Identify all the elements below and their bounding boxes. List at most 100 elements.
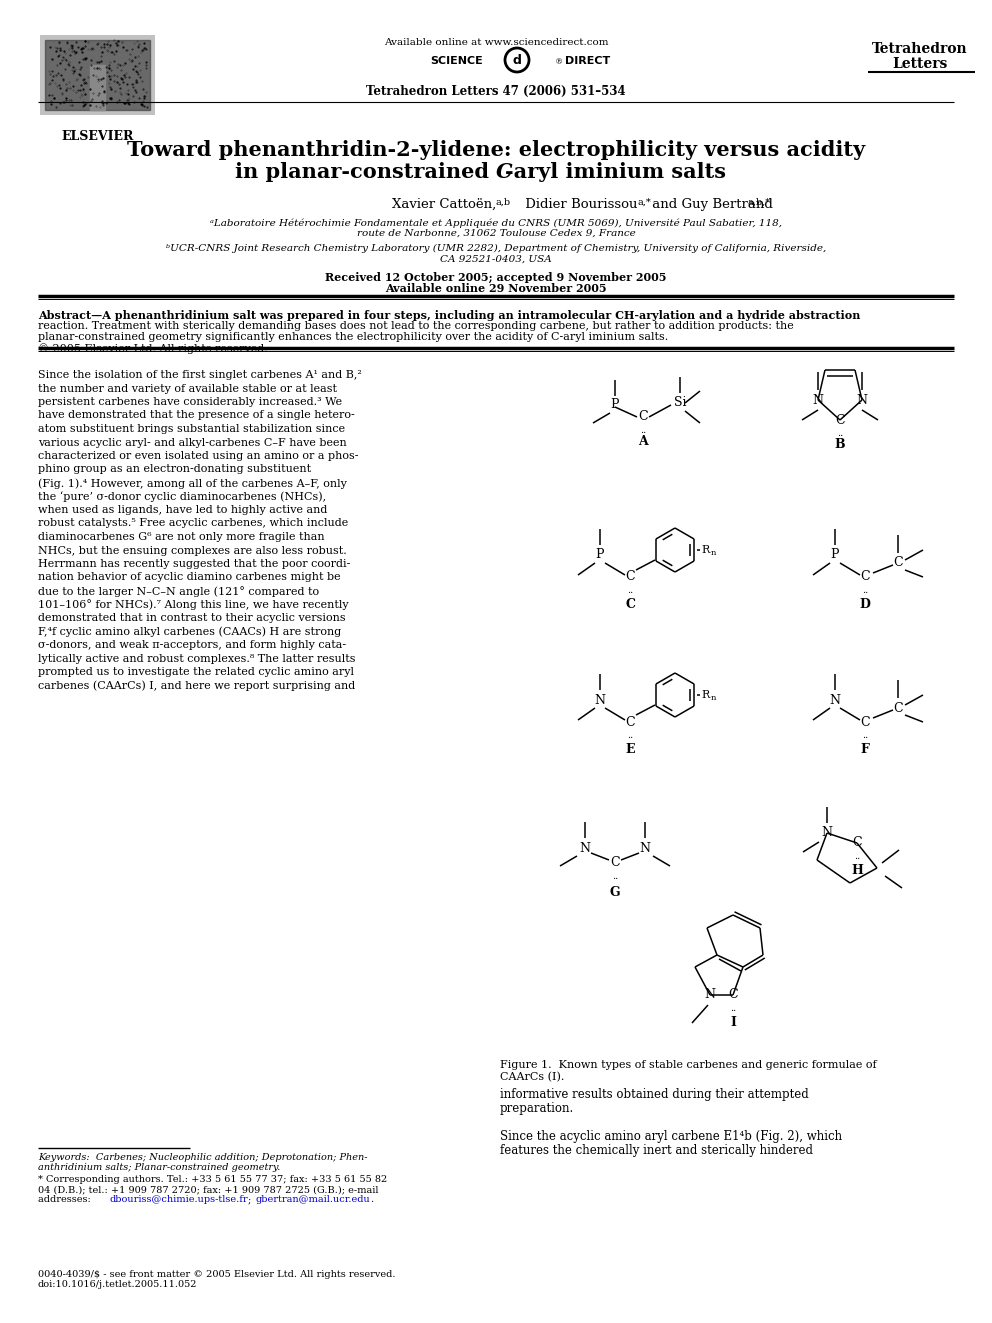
Text: R: R xyxy=(701,691,709,700)
Text: I: I xyxy=(730,1016,736,1029)
Text: G: G xyxy=(610,886,620,900)
Text: anthridinium salts; Planar-constrained geometry.: anthridinium salts; Planar-constrained g… xyxy=(38,1163,281,1172)
Text: lytically active and robust complexes.⁸ The latter results: lytically active and robust complexes.⁸ … xyxy=(38,654,355,664)
Text: a,b: a,b xyxy=(496,198,511,206)
Text: P: P xyxy=(596,549,604,561)
Text: and Guy Bertrand: and Guy Bertrand xyxy=(648,198,773,210)
Text: CAArCs (I).: CAArCs (I). xyxy=(500,1072,564,1082)
Text: Didier Bourissou: Didier Bourissou xyxy=(521,198,638,210)
Text: ..: .. xyxy=(862,732,868,740)
Text: addresses:: addresses: xyxy=(38,1195,94,1204)
Text: planar-constrained geometry significantly enhances the electrophilicity over the: planar-constrained geometry significantl… xyxy=(38,332,669,343)
Text: Since the acyclic amino aryl carbene E1⁴b (Fig. 2), which: Since the acyclic amino aryl carbene E1⁴… xyxy=(500,1130,842,1143)
Text: Abstract—A phenanthridinium salt was prepared in four steps, including an intram: Abstract—A phenanthridinium salt was pre… xyxy=(38,310,860,321)
Text: Toward phenanthridin-2-ylidene: electrophilicity versus acidity: Toward phenanthridin-2-ylidene: electrop… xyxy=(127,140,865,160)
Text: demonstrated that in contrast to their acyclic versions: demonstrated that in contrast to their a… xyxy=(38,613,345,623)
Text: C: C xyxy=(852,836,862,849)
Text: various acyclic aryl- and alkyl-carbenes C–F have been: various acyclic aryl- and alkyl-carbenes… xyxy=(38,438,347,447)
Text: doi:10.1016/j.tetlet.2005.11.052: doi:10.1016/j.tetlet.2005.11.052 xyxy=(38,1279,197,1289)
Text: A: A xyxy=(638,435,648,448)
Text: ..: .. xyxy=(862,586,868,595)
Text: ..: .. xyxy=(627,586,633,595)
Text: the number and variety of available stable or at least: the number and variety of available stab… xyxy=(38,384,337,393)
Text: C: C xyxy=(728,988,738,1002)
Text: C: C xyxy=(625,598,635,611)
Text: Tetrahedron: Tetrahedron xyxy=(872,42,968,56)
Text: characterized or even isolated using an amino or a phos-: characterized or even isolated using an … xyxy=(38,451,358,460)
Text: E: E xyxy=(625,744,635,755)
Text: ELSEVIER: ELSEVIER xyxy=(62,130,134,143)
Text: Available online at www.sciencedirect.com: Available online at www.sciencedirect.co… xyxy=(384,38,608,48)
Text: ᵇUCR-CNRS Joint Research Chemistry Laboratory (UMR 2282), Department of Chemistr: ᵇUCR-CNRS Joint Research Chemistry Labor… xyxy=(166,243,826,253)
Text: ..: .. xyxy=(640,426,646,435)
Text: when used as ligands, have led to highly active and: when used as ligands, have led to highly… xyxy=(38,505,327,515)
Text: prompted us to investigate the related cyclic amino aryl: prompted us to investigate the related c… xyxy=(38,667,354,677)
Text: N: N xyxy=(704,988,715,1002)
Text: carbenes (CAArCs) I, and here we report surprising and: carbenes (CAArCs) I, and here we report … xyxy=(38,680,355,691)
Text: Since the isolation of the first singlet carbenes A¹ and B,²: Since the isolation of the first singlet… xyxy=(38,370,362,380)
Text: C: C xyxy=(610,856,620,869)
Text: DIRECT: DIRECT xyxy=(565,56,610,66)
Text: NHCs, but the ensuing complexes are also less robust.: NHCs, but the ensuing complexes are also… xyxy=(38,545,347,556)
Text: N: N xyxy=(812,393,823,406)
Text: in planar-constrained: in planar-constrained xyxy=(235,161,496,183)
Bar xyxy=(40,34,155,115)
Text: N: N xyxy=(821,827,832,840)
Text: ᵃLaboratoire Hétérochimie Fondamentale et Appliquée du CNRS (UMR 5069), Universi: ᵃLaboratoire Hétérochimie Fondamentale e… xyxy=(210,218,782,228)
Polygon shape xyxy=(90,65,105,110)
Text: Figure 1.  Known types of stable carbenes and generic formulae of: Figure 1. Known types of stable carbenes… xyxy=(500,1060,877,1070)
Text: F: F xyxy=(861,744,869,755)
Text: R: R xyxy=(701,545,709,556)
Text: σ-donors, and weak π-acceptors, and form highly cata-: σ-donors, and weak π-acceptors, and form… xyxy=(38,640,346,650)
Text: Letters: Letters xyxy=(893,57,947,71)
Text: C: C xyxy=(638,410,648,423)
Text: .: . xyxy=(370,1195,373,1204)
Text: P: P xyxy=(830,549,839,561)
Text: 101–106° for NHCs).⁷ Along this line, we have recently: 101–106° for NHCs).⁷ Along this line, we… xyxy=(38,599,348,610)
Text: -aryl iminium salts: -aryl iminium salts xyxy=(505,161,726,183)
Text: * Corresponding authors. Tel.: +33 5 61 55 77 37; fax: +33 5 61 55 82: * Corresponding authors. Tel.: +33 5 61 … xyxy=(38,1175,387,1184)
Text: n: n xyxy=(711,695,716,703)
Text: C: C xyxy=(893,701,903,714)
Text: gbertran@mail.ucr.edu: gbertran@mail.ucr.edu xyxy=(255,1195,370,1204)
Text: C: C xyxy=(860,570,870,583)
Text: B: B xyxy=(834,438,845,451)
Text: reaction. Treatment with sterically demanding bases does not lead to the corresp: reaction. Treatment with sterically dema… xyxy=(38,321,794,331)
Text: H: H xyxy=(851,864,863,877)
Text: ..: .. xyxy=(854,852,860,861)
Text: 0040-4039/$ - see front matter © 2005 Elsevier Ltd. All rights reserved.: 0040-4039/$ - see front matter © 2005 El… xyxy=(38,1270,396,1279)
Text: C: C xyxy=(496,161,513,183)
Text: Received 12 October 2005; accepted 9 November 2005: Received 12 October 2005; accepted 9 Nov… xyxy=(325,273,667,283)
Text: C: C xyxy=(835,414,845,426)
Text: F,⁴f cyclic amino alkyl carbenes (CAACs) H are strong: F,⁴f cyclic amino alkyl carbenes (CAACs)… xyxy=(38,627,341,638)
Text: ..: .. xyxy=(612,872,618,881)
Text: ®: ® xyxy=(555,58,563,66)
Text: Available online 29 November 2005: Available online 29 November 2005 xyxy=(385,283,607,294)
Text: N: N xyxy=(594,693,605,706)
Text: due to the larger N–C–N angle (121° compared to: due to the larger N–C–N angle (121° comp… xyxy=(38,586,319,597)
Text: nation behavior of acyclic diamino carbenes might be: nation behavior of acyclic diamino carbe… xyxy=(38,573,340,582)
Text: © 2005 Elsevier Ltd. All rights reserved.: © 2005 Elsevier Ltd. All rights reserved… xyxy=(38,343,268,353)
Text: a,b,*: a,b,* xyxy=(748,198,771,206)
Text: ..: .. xyxy=(627,732,633,740)
Text: N: N xyxy=(829,693,840,706)
Text: (Fig. 1).⁴ However, among all of the carbenes A–F, only: (Fig. 1).⁴ However, among all of the car… xyxy=(38,478,347,488)
Text: preparation.: preparation. xyxy=(500,1102,574,1115)
Text: ..: .. xyxy=(837,429,843,438)
Text: C: C xyxy=(625,570,635,583)
Text: route de Narbonne, 31062 Toulouse Cedex 9, France: route de Narbonne, 31062 Toulouse Cedex … xyxy=(357,229,635,238)
Text: CA 92521-0403, USA: CA 92521-0403, USA xyxy=(440,255,552,265)
Text: P: P xyxy=(611,398,619,411)
Text: phino group as an electron-donating substituent: phino group as an electron-donating subs… xyxy=(38,464,311,475)
Text: N: N xyxy=(640,841,651,855)
Polygon shape xyxy=(45,40,150,110)
Text: a,*: a,* xyxy=(637,198,651,206)
Text: persistent carbenes have considerably increased.³ We: persistent carbenes have considerably in… xyxy=(38,397,342,407)
Text: C: C xyxy=(860,716,870,729)
Text: Xavier Cattoën,: Xavier Cattoën, xyxy=(392,198,496,210)
Text: C: C xyxy=(625,716,635,729)
Text: 04 (D.B.); tel.: +1 909 787 2720; fax: +1 909 787 2725 (G.B.); e-mail: 04 (D.B.); tel.: +1 909 787 2720; fax: +… xyxy=(38,1185,379,1193)
Text: ..: .. xyxy=(730,1004,736,1013)
Text: N: N xyxy=(579,841,590,855)
Text: atom substituent brings substantial stabilization since: atom substituent brings substantial stab… xyxy=(38,423,345,434)
